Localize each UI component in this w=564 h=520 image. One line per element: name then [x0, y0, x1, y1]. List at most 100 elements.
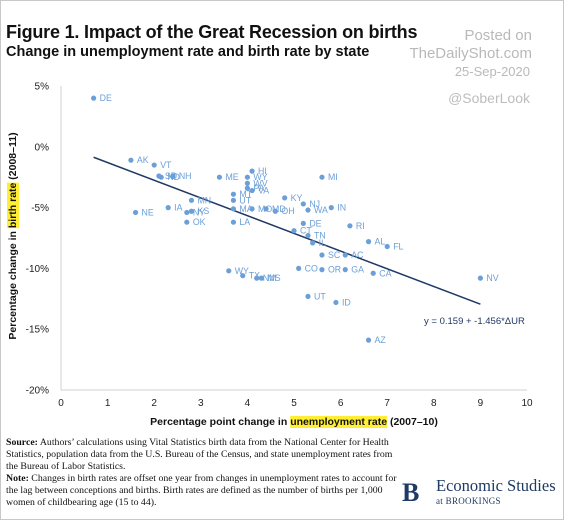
- x-tick-label: 1: [105, 398, 111, 409]
- point-label: OR: [328, 265, 341, 275]
- point-label: NJ: [309, 199, 320, 209]
- data-point: [305, 293, 311, 299]
- y-tick-label: -10%: [26, 264, 49, 275]
- point-label: LA: [239, 217, 250, 227]
- point-label: CO: [305, 263, 318, 273]
- data-point: [342, 267, 348, 273]
- point-label: SC: [328, 250, 341, 260]
- point-label: PA: [253, 183, 264, 193]
- trendline-equation: y = 0.159 + -1.456*ΔUR: [424, 316, 525, 327]
- x-tick-label: 2: [151, 398, 157, 409]
- y-tick-label: 5%: [35, 82, 50, 93]
- data-point: [272, 208, 278, 214]
- data-point: [291, 228, 297, 234]
- brookings-logo: B Economic Studies at BROOKINGS: [402, 474, 562, 514]
- note-label: Note:: [6, 472, 29, 484]
- point-label: OH: [281, 206, 294, 216]
- data-point: [170, 173, 176, 179]
- x-tick-label: 6: [338, 398, 344, 409]
- data-point: [333, 299, 339, 306]
- point-label: OK: [193, 217, 206, 227]
- data-point: [305, 207, 311, 213]
- data-point: [244, 185, 250, 191]
- x-tick-label: 8: [431, 398, 437, 409]
- point-label: GA: [351, 265, 364, 275]
- data-point: [132, 209, 139, 216]
- x-tick-label: 0: [58, 398, 64, 409]
- data-point: [263, 206, 269, 212]
- site-watermark: TheDailyShot.com: [409, 45, 532, 62]
- point-label: AL: [375, 237, 386, 247]
- chart-title: Figure 1. Impact of the Great Recession …: [6, 22, 418, 42]
- x-tick-label: 7: [384, 398, 390, 409]
- source-text: Authors’ calculations using Vital Statis…: [6, 437, 393, 472]
- data-point: [347, 223, 353, 229]
- brand-letter: B: [402, 478, 420, 507]
- point-label: WY: [235, 266, 249, 276]
- data-point: [258, 275, 264, 281]
- point-label: FL: [393, 242, 403, 252]
- y-axis-label: Percentage change in birth rate (2008–11…: [7, 132, 19, 339]
- point-label: VT: [160, 160, 172, 170]
- x-axis-label: Percentage point change in unemployment …: [150, 416, 438, 428]
- x-tick-label: 5: [291, 398, 297, 409]
- data-point: [188, 208, 195, 214]
- data-point: [365, 337, 372, 343]
- posted-date: 25-Sep-2020: [454, 64, 530, 79]
- data-point: [184, 209, 190, 216]
- point-label: VA: [258, 186, 269, 196]
- point-label: IN: [337, 203, 346, 213]
- data-point: [249, 187, 255, 194]
- trendline: [93, 156, 481, 305]
- data-point: [305, 232, 311, 239]
- data-point: [158, 174, 164, 180]
- point-label: RI: [356, 221, 365, 231]
- x-tick-label: 9: [478, 398, 484, 409]
- data-point: [230, 191, 237, 197]
- point-label: NM: [263, 273, 277, 283]
- data-point: [319, 252, 325, 258]
- data-point: [165, 205, 171, 211]
- data-point: [254, 275, 260, 281]
- data-point: [328, 205, 334, 211]
- data-point: [230, 219, 237, 225]
- point-label: AZ: [375, 335, 387, 345]
- data-point: [230, 206, 237, 212]
- point-label: DE: [100, 93, 112, 103]
- data-point: [128, 157, 134, 163]
- x-tick-label: 10: [521, 398, 533, 409]
- point-label: MI: [328, 172, 338, 182]
- point-label: TN: [314, 231, 326, 241]
- point-label: WV: [253, 178, 267, 188]
- data-point: [151, 162, 157, 168]
- data-point: [91, 95, 97, 101]
- point-label: NH: [179, 171, 192, 181]
- data-point: [188, 197, 195, 203]
- data-point: [184, 219, 190, 225]
- x-tick-label: 4: [245, 398, 251, 409]
- data-point: [249, 206, 255, 212]
- point-label: UT: [239, 195, 251, 205]
- source-note: Source: Authors’ calculations using Vita…: [6, 437, 398, 508]
- data-point: [216, 174, 223, 180]
- y-tick-label: 0%: [35, 142, 50, 153]
- point-label: ME: [225, 172, 238, 182]
- point-label: HI: [258, 166, 267, 176]
- brand-name: Economic Studies: [436, 476, 556, 495]
- point-label: MN: [197, 195, 211, 205]
- point-label: KY: [291, 193, 303, 203]
- data-point: [226, 268, 232, 274]
- trendline-group: [93, 156, 481, 305]
- y-tick-label: -20%: [26, 386, 49, 397]
- axis-label-highlight: [7, 182, 19, 229]
- data-point: [365, 239, 372, 245]
- author-handle: @SoberLook: [448, 90, 530, 106]
- data-point: [319, 174, 325, 180]
- point-label: MA: [239, 204, 252, 214]
- point-label: CT: [300, 226, 312, 236]
- data-point: [342, 252, 348, 258]
- point-label: KS: [197, 206, 209, 216]
- chart-subtitle: Change in unemployment rate and birth ra…: [6, 44, 370, 60]
- point-label: DE: [309, 218, 321, 228]
